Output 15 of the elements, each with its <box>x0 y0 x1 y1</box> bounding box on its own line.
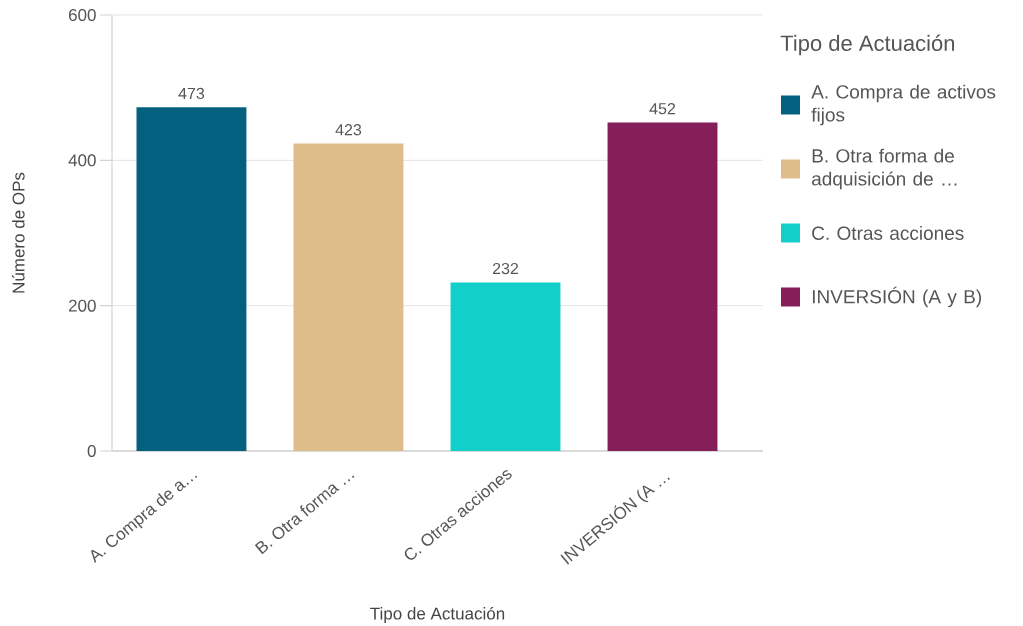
data-label: 473 <box>178 87 205 100</box>
y-tick-label: 200 <box>68 299 96 312</box>
y-tick-label: 600 <box>68 8 96 22</box>
legend-title: Tipo de Actuación <box>780 34 955 56</box>
data-label: 232 <box>492 262 519 275</box>
x-axis-title: Tipo de Actuación <box>370 606 505 623</box>
y-axis-title: Número de OPs <box>11 172 25 293</box>
y-tick-label: 400 <box>68 154 96 167</box>
legend-label: INVERSIÓN (A y B) <box>812 286 982 308</box>
data-label: 423 <box>335 124 362 136</box>
legend-label: A. Compra de activos fijos <box>811 84 996 126</box>
y-tick-label: 0 <box>87 444 96 458</box>
data-label: 452 <box>649 103 676 115</box>
legend-label: B. Otra forma de adquisición de … <box>812 148 957 190</box>
legend-label: C. Otras acciones <box>812 226 964 240</box>
